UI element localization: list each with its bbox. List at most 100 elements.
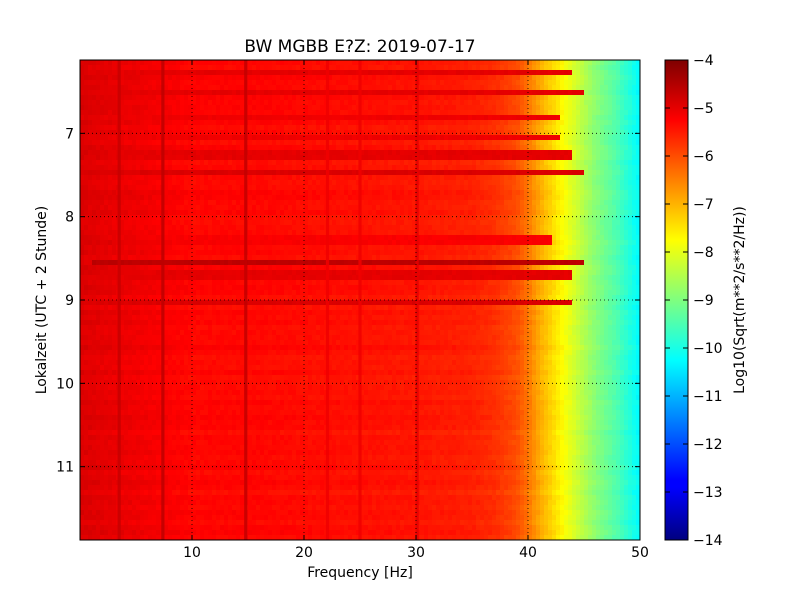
heatmap-cell bbox=[436, 180, 441, 186]
heatmap-cell bbox=[552, 215, 557, 221]
heatmap-cell bbox=[596, 205, 601, 211]
heatmap-cell bbox=[404, 195, 409, 201]
heatmap-cell bbox=[436, 145, 441, 151]
heatmap-cell bbox=[220, 165, 225, 171]
heatmap-cell bbox=[240, 85, 245, 91]
heatmap-cell bbox=[232, 185, 237, 191]
heatmap-cell bbox=[468, 170, 473, 176]
heatmap-cell bbox=[112, 185, 117, 191]
heatmap-cell bbox=[276, 90, 281, 96]
heatmap-cell bbox=[388, 190, 393, 196]
heatmap-cell bbox=[292, 140, 297, 146]
heatmap-cell bbox=[428, 115, 433, 121]
heatmap-cell bbox=[364, 225, 369, 231]
heatmap-cell bbox=[332, 110, 337, 116]
heatmap-cell bbox=[252, 225, 257, 231]
heatmap-cell bbox=[508, 70, 513, 76]
heatmap-cell bbox=[168, 160, 173, 166]
heatmap-cell bbox=[356, 85, 361, 91]
heatmap-cell bbox=[612, 145, 617, 151]
heatmap-cell bbox=[84, 120, 89, 126]
heatmap-cell bbox=[356, 135, 361, 141]
heatmap-cell bbox=[632, 135, 637, 141]
heatmap-cell bbox=[404, 75, 409, 81]
heatmap-cell bbox=[176, 135, 181, 141]
heatmap-cell bbox=[120, 60, 125, 66]
heatmap-cell bbox=[148, 165, 153, 171]
heatmap-cell bbox=[124, 175, 129, 181]
heatmap-cell bbox=[424, 140, 429, 146]
heatmap-cell bbox=[532, 110, 537, 116]
heatmap-cell bbox=[192, 205, 197, 211]
heatmap-cell bbox=[396, 115, 401, 121]
heatmap-cell bbox=[312, 215, 317, 221]
heatmap-cell bbox=[316, 185, 321, 191]
heatmap-cell bbox=[464, 165, 469, 171]
heatmap-cell bbox=[524, 200, 529, 206]
heatmap-cell bbox=[232, 200, 237, 206]
heatmap-cell bbox=[184, 130, 189, 136]
heatmap-cell bbox=[504, 110, 509, 116]
heatmap-cell bbox=[624, 150, 629, 156]
heatmap-cell bbox=[296, 185, 301, 191]
heatmap-cell bbox=[316, 235, 321, 241]
heatmap-cell bbox=[332, 205, 337, 211]
heatmap-cell bbox=[104, 65, 109, 71]
heatmap-cell bbox=[100, 200, 105, 206]
heatmap-cell bbox=[156, 110, 161, 116]
heatmap-cell bbox=[460, 75, 465, 81]
heatmap-cell bbox=[568, 195, 573, 201]
heatmap-cell bbox=[172, 135, 177, 141]
heatmap-cell bbox=[140, 160, 145, 166]
heatmap-cell bbox=[276, 100, 281, 106]
heatmap-cell bbox=[568, 90, 573, 96]
heatmap-cell bbox=[256, 235, 261, 241]
heatmap-cell bbox=[188, 75, 193, 81]
heatmap-cell bbox=[588, 110, 593, 116]
heatmap-cell bbox=[316, 170, 321, 176]
heatmap-cell bbox=[432, 90, 437, 96]
heatmap-cell bbox=[260, 205, 265, 211]
heatmap-cell bbox=[408, 230, 413, 236]
heatmap-cell bbox=[364, 195, 369, 201]
heatmap-cell bbox=[540, 170, 545, 176]
heatmap-cell bbox=[624, 70, 629, 76]
heatmap-cell bbox=[616, 200, 621, 206]
heatmap-cell bbox=[232, 85, 237, 91]
heatmap-cell bbox=[192, 225, 197, 231]
heatmap-cell bbox=[340, 160, 345, 166]
heatmap-cell bbox=[632, 170, 637, 176]
heatmap-cell bbox=[432, 60, 437, 66]
heatmap-cell bbox=[404, 180, 409, 186]
heatmap-cell bbox=[636, 140, 640, 146]
heatmap-cell bbox=[300, 145, 305, 151]
heatmap-cell bbox=[400, 145, 405, 151]
heatmap-cell bbox=[192, 235, 197, 241]
heatmap-cell bbox=[300, 185, 305, 191]
heatmap-cell bbox=[84, 225, 89, 231]
heatmap-cell bbox=[236, 200, 241, 206]
heatmap-cell bbox=[396, 120, 401, 126]
heatmap-cell bbox=[300, 125, 305, 131]
heatmap-cell bbox=[444, 110, 449, 116]
heatmap-cell bbox=[296, 75, 301, 81]
heatmap-cell bbox=[220, 155, 225, 161]
heatmap-cell bbox=[516, 155, 521, 161]
heatmap-cell bbox=[236, 110, 241, 116]
heatmap-cell bbox=[564, 80, 569, 86]
heatmap-cell bbox=[420, 90, 425, 96]
heatmap-cell bbox=[272, 120, 277, 126]
heatmap-cell bbox=[620, 125, 625, 131]
heatmap-cell bbox=[184, 110, 189, 116]
heatmap-cell bbox=[476, 170, 481, 176]
heatmap-cell bbox=[520, 65, 525, 71]
heatmap-cell bbox=[260, 85, 265, 91]
heatmap-cell bbox=[320, 60, 325, 66]
heatmap-cell bbox=[248, 100, 253, 106]
heatmap-cell bbox=[484, 225, 489, 231]
heatmap-cell bbox=[256, 185, 261, 191]
heatmap-cell bbox=[364, 155, 369, 161]
heatmap-cell bbox=[208, 145, 213, 151]
heatmap-cell bbox=[372, 95, 377, 101]
heatmap-cell bbox=[408, 150, 413, 156]
